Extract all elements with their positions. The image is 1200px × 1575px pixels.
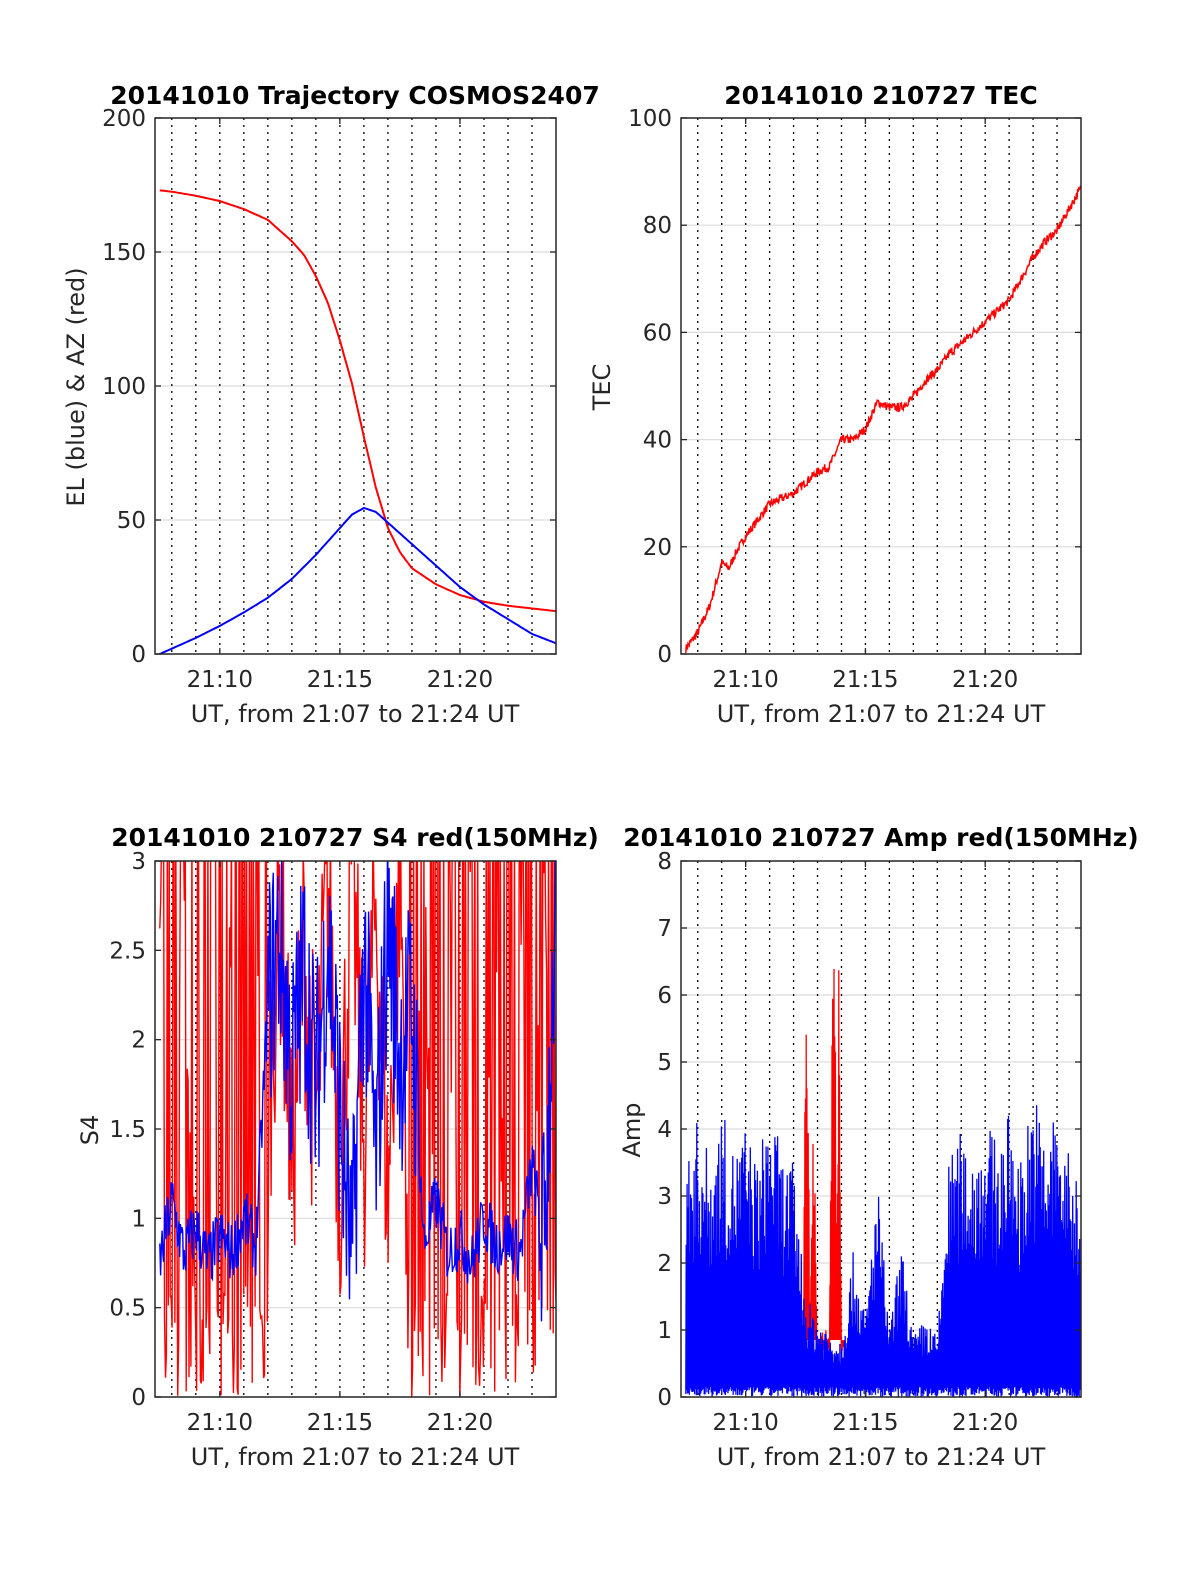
y-tick-label: 2	[131, 1028, 146, 1054]
amp-ylabel: Amp	[618, 1102, 646, 1157]
y-tick-label: 100	[102, 374, 146, 400]
series-tec-line	[685, 185, 1081, 653]
s4-title: 20141010 210727 S4 red(150MHz)	[111, 823, 599, 852]
series-group	[685, 185, 1081, 653]
tec-title: 20141010 210727 TEC	[724, 81, 1037, 110]
y-tick-label: 0	[657, 642, 672, 668]
trajectory-title: 20141010 Trajectory COSMOS2407	[110, 81, 600, 110]
y-tick-label: 1	[657, 1318, 672, 1344]
y-tick-label: 150	[102, 240, 146, 266]
trajectory-plot-area: 0 50 100 150 200 21:10 21:15 21:20	[102, 106, 557, 693]
tec-ylabel: TEC	[588, 364, 616, 412]
panel-trajectory: 20141010 Trajectory COSMOS2407 UT, from …	[62, 81, 600, 728]
y-tick-label: 5	[657, 1050, 672, 1076]
tec-plot-area: 0 20 40 60 80 100 21:10 21:15 21:20	[628, 106, 1082, 693]
y-tick-label: 1	[131, 1206, 146, 1232]
panel-s4: 20141010 210727 S4 red(150MHz) UT, from …	[76, 823, 599, 1471]
y-tick-label: 200	[102, 106, 146, 132]
series-el-line	[159, 506, 556, 654]
amp-xlabel: UT, from 21:07 to 21:24 UT	[717, 1443, 1046, 1471]
trajectory-ylabel: EL (blue) & AZ (red)	[62, 267, 90, 506]
y-tick-label: 1.5	[109, 1117, 146, 1143]
x-tick-label: 21:10	[713, 1410, 779, 1436]
y-tick-label: 4	[657, 1117, 672, 1143]
x-tick-label: 21:20	[427, 667, 493, 693]
y-tick-label: 6	[657, 983, 672, 1009]
x-tick-label: 21:10	[187, 667, 253, 693]
axes-box	[680, 117, 1082, 655]
y-tick-label: 0.5	[109, 1296, 146, 1322]
y-tick-label: 2	[657, 1251, 672, 1277]
series-group	[159, 861, 556, 1397]
y-tick-label: 80	[643, 213, 672, 239]
tec-xlabel: UT, from 21:07 to 21:24 UT	[717, 700, 1046, 728]
y-tick-label: 8	[657, 849, 672, 875]
x-tick-label: 21:20	[427, 1410, 493, 1436]
s4-xlabel: UT, from 21:07 to 21:24 UT	[191, 1443, 520, 1471]
s4-ylabel: S4	[76, 1115, 104, 1146]
y-tick-label: 40	[643, 428, 672, 454]
x-tick-label: 21:10	[713, 667, 779, 693]
y-tick-label: 0	[131, 1385, 146, 1411]
x-tick-label: 21:20	[952, 1410, 1018, 1436]
x-tick-label: 21:15	[832, 1410, 898, 1436]
panel-tec: 20141010 210727 TEC UT, from 21:07 to 21…	[588, 81, 1082, 728]
x-tick-label: 21:20	[952, 667, 1018, 693]
series-az-line	[159, 189, 556, 613]
y-tick-label: 2.5	[109, 938, 146, 964]
x-tick-label: 21:15	[832, 667, 898, 693]
y-tick-label: 0	[131, 642, 146, 668]
y-tick-label: 7	[657, 916, 672, 942]
x-tick-label: 21:15	[307, 1410, 373, 1436]
y-tick-label: 60	[643, 320, 672, 346]
y-tick-label: 3	[131, 849, 146, 875]
trajectory-xlabel: UT, from 21:07 to 21:24 UT	[191, 700, 520, 728]
y-tick-label: 20	[643, 535, 672, 561]
y-tick-label: 0	[657, 1385, 672, 1411]
s4-plot-area: 0 0.5 1 1.5 2 2.5 3 21:10 21:15 21:20	[109, 849, 557, 1436]
series-s4_red-line	[159, 861, 556, 1397]
y-tick-label: 3	[657, 1184, 672, 1210]
series-s4_blue-line	[159, 861, 556, 1322]
amp-plot-area: 0 1 2 3 4 5 6 7 8 21:10 21:15 21:20	[657, 849, 1082, 1436]
y-tick-label: 100	[628, 106, 672, 132]
series-group	[159, 189, 556, 654]
x-tick-label: 21:15	[307, 667, 373, 693]
amp-title: 20141010 210727 Amp red(150MHz)	[623, 823, 1139, 852]
y-tick-label: 50	[117, 508, 146, 534]
x-tick-label: 21:10	[187, 1410, 253, 1436]
panel-amp: 20141010 210727 Amp red(150MHz) UT, from…	[618, 823, 1139, 1471]
